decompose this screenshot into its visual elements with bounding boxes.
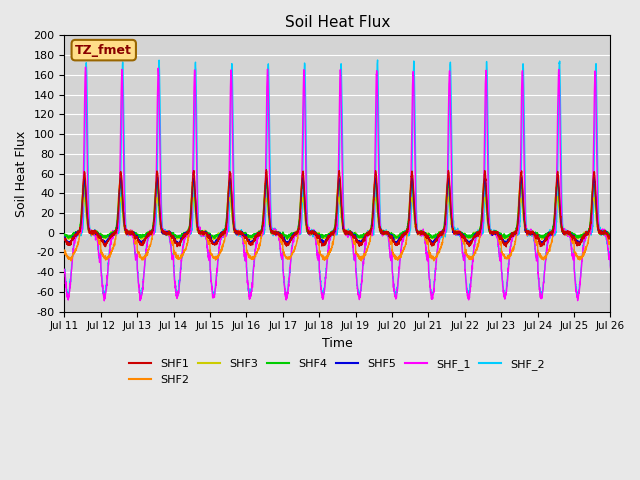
SHF5 xyxy=(607,235,614,240)
SHF_1 xyxy=(82,64,90,70)
SHF3 xyxy=(123,230,131,236)
Y-axis label: Soil Heat Flux: Soil Heat Flux xyxy=(15,131,28,216)
Legend: SHF1, SHF2, SHF3, SHF4, SHF5, SHF_1, SHF_2: SHF1, SHF2, SHF3, SHF4, SHF5, SHF_1, SHF… xyxy=(125,355,549,389)
SHF1 xyxy=(270,231,278,237)
Text: TZ_fmet: TZ_fmet xyxy=(76,44,132,57)
SHF1 xyxy=(262,167,270,173)
SHF4 xyxy=(607,231,614,237)
SHF1 xyxy=(502,244,510,250)
SHF_2 xyxy=(607,263,614,269)
SHF3 xyxy=(537,234,545,240)
SHF_1 xyxy=(61,266,68,272)
Title: Soil Heat Flux: Soil Heat Flux xyxy=(285,15,390,30)
SHF2 xyxy=(61,249,68,254)
SHF1 xyxy=(538,241,545,247)
SHF2 xyxy=(538,255,545,261)
SHF2 xyxy=(270,228,278,234)
SHF5 xyxy=(270,230,278,236)
SHF1 xyxy=(156,192,163,197)
SHF_1 xyxy=(100,298,108,304)
SHF_2 xyxy=(61,265,68,271)
SHF_1 xyxy=(270,229,278,235)
SHF4 xyxy=(123,229,131,235)
SHF_2 xyxy=(270,230,278,236)
SHF4 xyxy=(116,178,124,184)
SHF4 xyxy=(270,230,278,236)
SHF4 xyxy=(596,229,604,235)
SHF_1 xyxy=(123,230,131,236)
Line: SHF5: SHF5 xyxy=(65,177,611,244)
SHF4 xyxy=(61,231,68,237)
SHF2 xyxy=(596,229,604,235)
SHF_2 xyxy=(374,57,381,63)
SHF5 xyxy=(65,241,73,247)
Line: SHF_2: SHF_2 xyxy=(65,60,611,298)
SHF3 xyxy=(294,227,301,233)
SHF5 xyxy=(596,229,604,235)
SHF5 xyxy=(156,204,163,209)
SHF3 xyxy=(607,233,614,239)
SHF_2 xyxy=(156,61,163,67)
SHF3 xyxy=(270,229,278,235)
Line: SHF4: SHF4 xyxy=(65,181,611,239)
SHF2 xyxy=(67,258,75,264)
SHF5 xyxy=(123,228,131,234)
SHF_1 xyxy=(294,229,301,235)
SHF3 xyxy=(596,230,604,236)
SHF_2 xyxy=(294,228,301,234)
SHF5 xyxy=(538,240,545,246)
Line: SHF2: SHF2 xyxy=(65,179,611,261)
SHF_2 xyxy=(65,295,72,300)
SHF2 xyxy=(156,209,163,215)
SHF1 xyxy=(61,235,68,241)
SHF2 xyxy=(294,235,301,241)
SHF4 xyxy=(294,227,301,232)
Line: SHF3: SHF3 xyxy=(65,197,611,240)
SHF2 xyxy=(123,228,131,234)
SHF3 xyxy=(61,232,68,238)
SHF_2 xyxy=(538,294,545,300)
SHF3 xyxy=(140,237,147,242)
SHF1 xyxy=(294,228,301,234)
SHF5 xyxy=(294,228,301,234)
Line: SHF1: SHF1 xyxy=(65,170,611,247)
SHF4 xyxy=(156,207,163,213)
SHF1 xyxy=(596,229,604,235)
SHF1 xyxy=(607,236,614,242)
SHF_1 xyxy=(538,295,545,300)
SHF1 xyxy=(123,227,131,232)
SHF4 xyxy=(538,235,545,240)
SHF4 xyxy=(284,236,291,242)
SHF3 xyxy=(156,213,163,218)
SHF5 xyxy=(61,235,68,241)
SHF_2 xyxy=(596,228,604,234)
Line: SHF_1: SHF_1 xyxy=(65,67,611,301)
SHF3 xyxy=(554,194,561,200)
SHF2 xyxy=(607,246,614,252)
X-axis label: Time: Time xyxy=(322,337,353,350)
SHF_1 xyxy=(156,113,163,119)
SHF2 xyxy=(335,176,342,182)
SHF_2 xyxy=(123,231,131,237)
SHF_1 xyxy=(607,264,614,270)
SHF_1 xyxy=(596,230,604,236)
SHF5 xyxy=(81,174,88,180)
